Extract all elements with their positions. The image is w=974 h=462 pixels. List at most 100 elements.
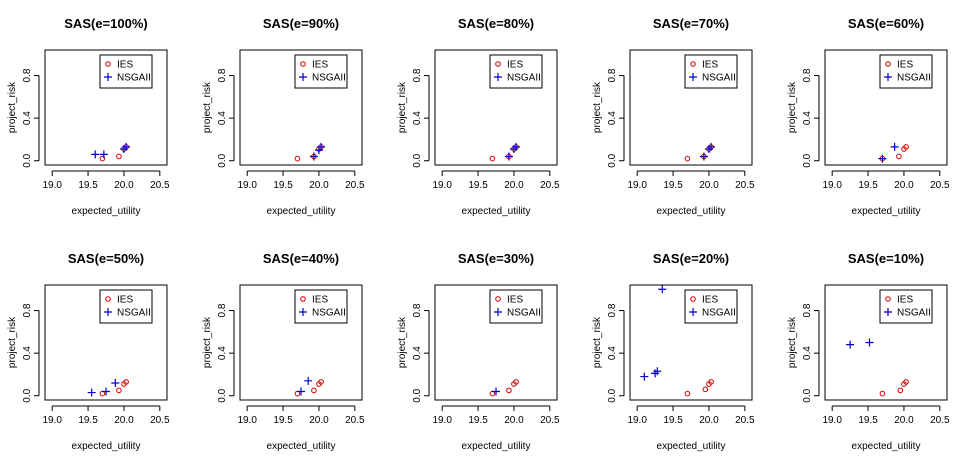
chart-panel: SAS(e=30%) 19.0 19.5 20.0 20.5 expected_utili… bbox=[397, 251, 560, 452]
legend-box bbox=[684, 289, 738, 324]
legend-label: IES bbox=[312, 60, 328, 71]
ies-point bbox=[318, 379, 324, 385]
x-tick-label: 19.5 bbox=[663, 180, 683, 191]
legend-circle-icon bbox=[495, 61, 501, 67]
nsgaii-point bbox=[91, 150, 100, 159]
nsgaii-point bbox=[102, 387, 110, 396]
x-tick-label: 20.5 bbox=[930, 415, 950, 426]
x-tick-label: 19.5 bbox=[78, 415, 98, 426]
ies-point bbox=[702, 386, 709, 393]
y-tick-label: 0.0 bbox=[22, 388, 33, 402]
y-tick-label: 0.4 bbox=[802, 346, 813, 360]
y-tick-label: 0.4 bbox=[217, 346, 228, 360]
legend-label: NSGAII bbox=[117, 73, 151, 84]
legend-circle-icon bbox=[105, 61, 111, 67]
legend: IES NSGAII bbox=[879, 289, 933, 324]
y-axis-label: project_risk bbox=[787, 316, 798, 368]
legend-plus-icon bbox=[494, 73, 502, 81]
legend-box bbox=[879, 289, 933, 324]
y-tick-label: 0.8 bbox=[22, 303, 33, 317]
ies-point bbox=[879, 390, 886, 397]
plot-area bbox=[239, 284, 363, 401]
nsgaii-point bbox=[111, 378, 120, 387]
legend-label: NSGAII bbox=[897, 308, 931, 319]
x-axis-label: expected_utility bbox=[852, 206, 921, 217]
y-axis-label: project_risk bbox=[397, 316, 408, 368]
legend-box bbox=[99, 289, 153, 324]
legend: IES NSGAII bbox=[99, 54, 153, 89]
y-tick-label: 0.8 bbox=[802, 303, 813, 317]
x-tick-label: 19.0 bbox=[42, 415, 62, 426]
legend-label: IES bbox=[507, 295, 523, 306]
legend-label: IES bbox=[702, 295, 718, 306]
y-tick-label: 0.8 bbox=[217, 68, 228, 82]
legend-plus-icon bbox=[689, 308, 697, 316]
legend-label: NSGAII bbox=[702, 73, 736, 84]
legend-box bbox=[489, 289, 543, 324]
chart-title: SAS(e=80%) bbox=[458, 16, 534, 31]
ies-point bbox=[684, 390, 691, 397]
chart-panel: SAS(e=70%) 19.0 19.5 20.0 20.5 expected_utili… bbox=[592, 16, 755, 217]
chart-title: SAS(e=90%) bbox=[263, 16, 339, 31]
x-tick-label: 19.5 bbox=[78, 180, 98, 191]
chart-title: SAS(e=40%) bbox=[263, 251, 339, 266]
x-tick-label: 20.0 bbox=[699, 180, 719, 191]
legend-circle-icon bbox=[690, 61, 696, 67]
y-tick-label: 0.8 bbox=[607, 68, 618, 82]
y-tick-label: 0.4 bbox=[412, 346, 423, 360]
ies-point bbox=[311, 387, 317, 394]
ies-point bbox=[684, 155, 691, 162]
y-axis-label: project_risk bbox=[592, 316, 603, 368]
legend-plus-icon bbox=[884, 308, 892, 316]
x-axis-label: expected_utility bbox=[852, 441, 921, 452]
nsgaii-point bbox=[297, 387, 305, 396]
x-tick-label: 19.5 bbox=[858, 415, 878, 426]
legend: IES NSGAII bbox=[489, 289, 543, 324]
legend-box bbox=[879, 54, 933, 89]
plot-area bbox=[434, 284, 558, 401]
x-tick-label: 20.5 bbox=[540, 415, 560, 426]
y-axis-label: project_risk bbox=[397, 81, 408, 133]
chart-panel: SAS(e=100%) 19.0 19.5 20.0 20.5 expected_util… bbox=[7, 16, 170, 217]
x-axis-label: expected_utility bbox=[462, 441, 531, 452]
y-tick-label: 0.4 bbox=[22, 111, 33, 125]
x-tick-label: 20.0 bbox=[504, 180, 524, 191]
legend-circle-icon bbox=[885, 61, 891, 67]
chart-panel: SAS(e=20%) 19.0 19.5 20.0 20.5 expected_utili… bbox=[592, 251, 755, 452]
nsgaii-point bbox=[704, 145, 713, 154]
nsgaii-point bbox=[846, 340, 855, 349]
nsgaii-point bbox=[504, 152, 513, 161]
y-axis-label: project_risk bbox=[7, 316, 18, 368]
plot-area bbox=[629, 284, 753, 401]
chart-panel: SAS(e=80%) 19.0 19.5 20.0 20.5 expected_utili… bbox=[397, 16, 560, 217]
x-tick-label: 19.0 bbox=[627, 180, 647, 191]
x-tick-label: 19.5 bbox=[858, 180, 878, 191]
x-tick-label: 20.5 bbox=[735, 180, 755, 191]
nsgaii-point bbox=[122, 142, 131, 151]
legend-plus-icon bbox=[884, 73, 892, 81]
plot-area bbox=[629, 49, 753, 166]
x-tick-label: 19.5 bbox=[663, 415, 683, 426]
ies-point bbox=[903, 379, 909, 385]
y-axis-label: project_risk bbox=[592, 81, 603, 133]
legend-label: IES bbox=[312, 295, 328, 306]
legend-box bbox=[294, 289, 348, 324]
x-tick-label: 20.5 bbox=[345, 415, 365, 426]
legend-label: NSGAII bbox=[312, 73, 346, 84]
nsgaii-point bbox=[699, 152, 708, 161]
nsgaii-point bbox=[651, 369, 660, 378]
legend-box bbox=[99, 54, 153, 89]
y-tick-label: 0.4 bbox=[412, 111, 423, 125]
x-tick-label: 19.0 bbox=[822, 180, 842, 191]
x-tick-label: 20.5 bbox=[150, 415, 170, 426]
chart-title: SAS(e=70%) bbox=[653, 16, 729, 31]
x-tick-label: 20.0 bbox=[894, 180, 914, 191]
chart-title: SAS(e=50%) bbox=[68, 251, 144, 266]
x-tick-label: 19.0 bbox=[432, 180, 452, 191]
chart-title: SAS(e=60%) bbox=[848, 16, 924, 31]
legend: IES NSGAII bbox=[294, 289, 348, 324]
ies-point bbox=[513, 379, 519, 385]
y-tick-label: 0.0 bbox=[607, 388, 618, 402]
x-tick-label: 19.5 bbox=[468, 180, 488, 191]
legend-label: IES bbox=[507, 60, 523, 71]
